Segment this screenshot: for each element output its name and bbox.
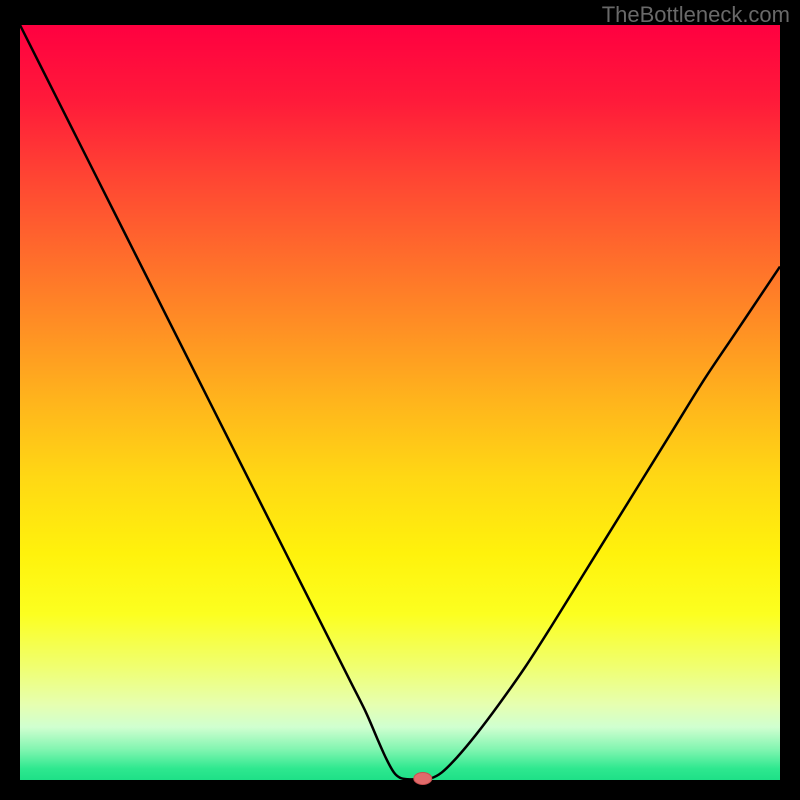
optimal-marker bbox=[414, 772, 432, 784]
chart-svg bbox=[0, 0, 800, 800]
watermark-text: TheBottleneck.com bbox=[602, 2, 790, 28]
bottleneck-curve bbox=[20, 25, 780, 779]
